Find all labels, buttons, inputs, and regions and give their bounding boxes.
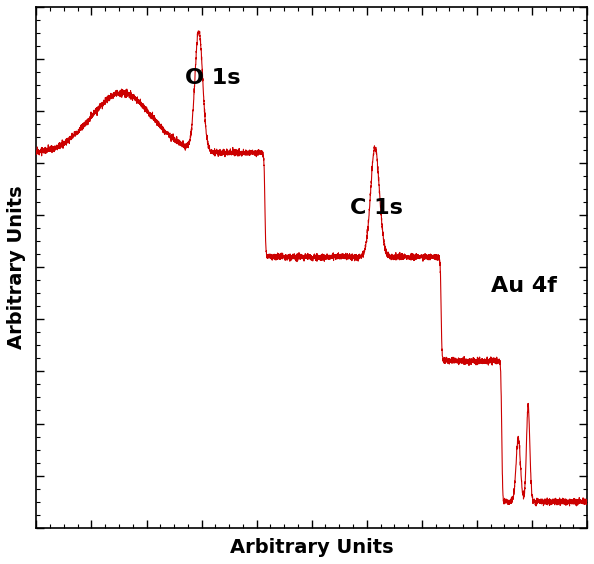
Text: Au 4f: Au 4f: [491, 276, 557, 296]
Text: O 1s: O 1s: [185, 68, 241, 87]
Y-axis label: Arbitrary Units: Arbitrary Units: [7, 186, 26, 349]
X-axis label: Arbitrary Units: Arbitrary Units: [230, 538, 393, 557]
Text: C 1s: C 1s: [350, 198, 403, 218]
